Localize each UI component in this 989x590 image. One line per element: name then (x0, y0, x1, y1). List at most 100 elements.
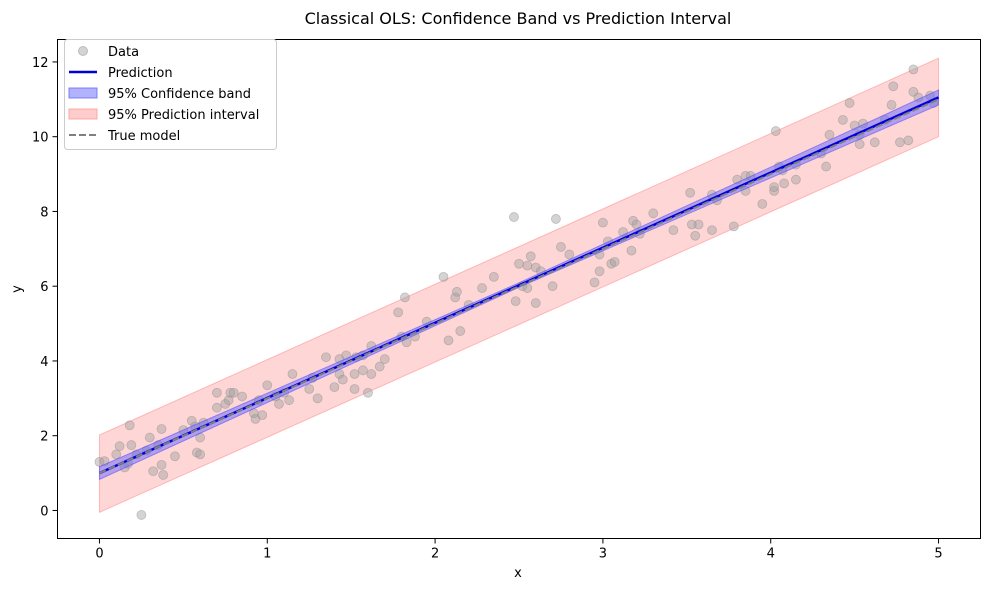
data-point (363, 387, 373, 398)
legend-frame (64, 39, 277, 150)
y-axis-label: y (10, 285, 25, 293)
data-point (779, 178, 790, 189)
y-tick-label: 4 (40, 355, 48, 370)
data-point (769, 185, 779, 196)
y-axis: 0 2 4 6 8 10 12 (32, 56, 58, 519)
x-tick-label: 2 (431, 547, 439, 562)
data-point (212, 402, 222, 413)
data-point (556, 242, 566, 252)
data-point (903, 135, 914, 146)
data-point (728, 221, 739, 232)
x-tick-label: 3 (599, 547, 607, 562)
prediction-line (98, 96, 940, 475)
x-axis: 0 1 2 3 4 5 (95, 538, 943, 562)
data-point (304, 384, 315, 394)
data-point (626, 245, 637, 256)
data-point (886, 100, 897, 110)
data-point (438, 271, 449, 282)
data-point (525, 251, 536, 262)
data-point (257, 410, 268, 421)
y-tick-label: 0 (40, 504, 48, 519)
data-point (757, 199, 768, 209)
data-point (685, 187, 696, 198)
data-point (158, 470, 169, 480)
data-point (769, 182, 779, 193)
data-point (170, 451, 180, 462)
legend-swatch-data (78, 46, 88, 56)
data-point (329, 382, 340, 393)
x-tick-label: 5 (934, 547, 942, 562)
data-point (287, 369, 298, 379)
data-point (628, 215, 639, 226)
data-point (895, 137, 905, 148)
y-tick-label: 10 (32, 131, 49, 146)
data-point (452, 286, 462, 297)
data-point (707, 225, 717, 236)
legend-swatch-band (68, 87, 98, 99)
data-point (195, 449, 206, 460)
data-point (564, 249, 575, 260)
data-point (124, 420, 135, 431)
data-point (477, 283, 487, 293)
y-tick-label: 8 (40, 205, 48, 220)
data-point (366, 369, 377, 379)
data-point (530, 298, 541, 308)
y-tick-label: 12 (32, 56, 49, 71)
data-point (455, 326, 466, 336)
data-point (547, 281, 558, 292)
legend-label: 95% Confidence band (108, 87, 251, 102)
data-point (228, 387, 239, 398)
data-point (393, 307, 404, 318)
x-tick-label: 4 (767, 547, 775, 562)
x-tick-label: 1 (263, 547, 271, 562)
x-axis-label: x (514, 566, 522, 581)
data-point (514, 258, 524, 269)
chart-title: Classical OLS: Confidence Band vs Predic… (305, 9, 732, 28)
data-point (589, 277, 600, 288)
data-point (888, 81, 899, 92)
data-point (223, 395, 234, 406)
data-point (225, 387, 236, 398)
data-point (374, 361, 385, 372)
data-point (443, 335, 454, 346)
data-point (648, 208, 659, 219)
data-point (379, 354, 390, 364)
data-point (126, 440, 137, 450)
data-point (349, 369, 360, 379)
data-point (821, 161, 832, 172)
data-point (609, 257, 620, 267)
legend-label: True model (107, 129, 180, 144)
data-point (312, 393, 323, 404)
data-point (156, 424, 167, 434)
legend-label: Data (108, 45, 139, 60)
data-point (212, 387, 222, 398)
data-point (844, 98, 855, 108)
data-point (337, 374, 348, 385)
data-point (791, 174, 801, 185)
y-tick-label: 2 (40, 430, 48, 445)
data-point (156, 459, 167, 470)
data-point (598, 217, 608, 228)
data-point (551, 214, 561, 224)
data-point (668, 225, 679, 236)
data-point (220, 399, 231, 409)
data-point (399, 292, 410, 303)
data-point (144, 432, 155, 443)
data-point (522, 260, 533, 271)
data-point (284, 395, 294, 406)
data-point (509, 212, 519, 222)
data-point (262, 380, 273, 391)
data-point (237, 391, 248, 402)
data-point (148, 466, 159, 477)
data-point (488, 271, 499, 282)
data-point (136, 510, 147, 520)
data-point (824, 129, 835, 140)
axes-frame (57, 39, 981, 539)
legend-label: 95% Prediction interval (108, 108, 259, 123)
y-tick-label: 6 (40, 280, 48, 295)
data-point (686, 219, 697, 230)
data-point (908, 64, 919, 75)
data-point (349, 384, 360, 394)
legend-swatch-band (68, 108, 98, 120)
